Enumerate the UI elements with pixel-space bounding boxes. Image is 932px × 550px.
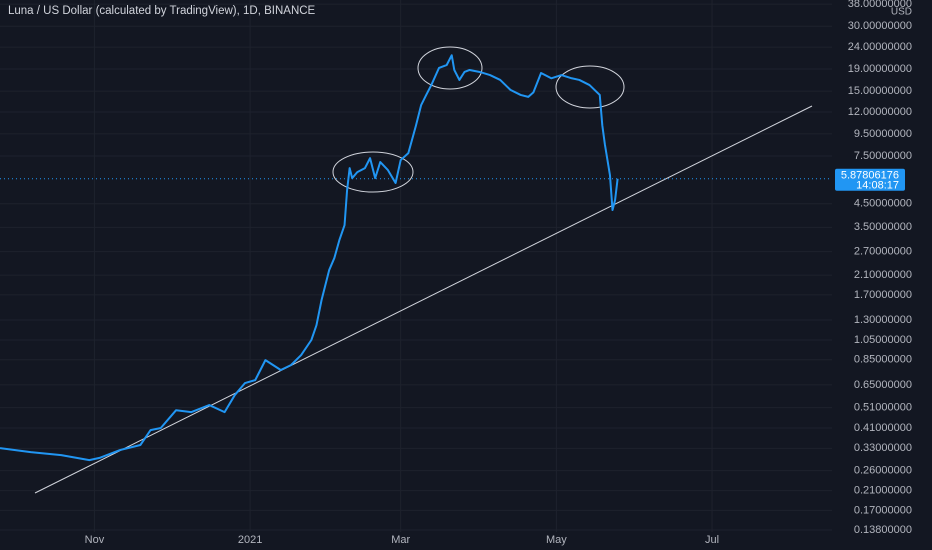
y-tick-label: 0.17000000: [854, 504, 912, 516]
y-tick-label: 0.85000000: [854, 354, 912, 366]
y-tick-label: 3.50000000: [854, 221, 912, 233]
y-tick-label: 0.33000000: [854, 442, 912, 454]
y-tick-label: 0.41000000: [854, 422, 912, 434]
y-tick-label: 2.10000000: [854, 269, 912, 281]
y-tick-label: 38.00000000: [848, 0, 912, 10]
y-tick-label: 0.21000000: [854, 485, 912, 497]
countdown-label: 14:08:17: [856, 180, 899, 192]
y-tick-label: 1.30000000: [854, 314, 912, 326]
x-tick-label: Mar: [391, 534, 410, 546]
y-tick-label: 12.00000000: [848, 106, 912, 118]
last-price-label: 5.87806176: [841, 170, 899, 182]
last-price-box: [835, 168, 905, 191]
x-tick-label: Jul: [705, 534, 719, 546]
y-unit: USD: [891, 7, 912, 18]
grid: [0, 0, 832, 532]
x-tick-label: 2021: [238, 534, 262, 546]
highlight-circle: [417, 46, 483, 90]
y-tick-label: 1.70000000: [854, 289, 912, 301]
y-tick-label: 30.00000000: [848, 20, 912, 32]
y-tick-label: 0.26000000: [854, 465, 912, 477]
y-tick-label: 1.05000000: [854, 334, 912, 346]
y-tick-label: 0.13800000: [854, 524, 912, 536]
highlight-circle: [555, 65, 625, 109]
y-tick-label: 2.70000000: [854, 246, 912, 258]
y-tick-label: 15.00000000: [848, 85, 912, 97]
chart-title: Luna / US Dollar (calculated by TradingV…: [8, 5, 316, 17]
highlight-circle: [332, 151, 414, 193]
y-tick-label: 7.50000000: [854, 150, 912, 162]
x-tick-label: Nov: [85, 534, 105, 546]
x-tick-label: May: [546, 534, 567, 546]
y-tick-label: 9.50000000: [854, 128, 912, 140]
price-line: [0, 54, 619, 462]
y-tick-label: 19.00000000: [848, 63, 912, 75]
y-tick-label: 0.51000000: [854, 402, 912, 414]
trend-line: [34, 105, 813, 494]
y-tick-label: 4.50000000: [854, 198, 912, 210]
y-tick-label: 24.00000000: [848, 41, 912, 53]
y-tick-label: 0.65000000: [854, 379, 912, 391]
marks: [0, 54, 832, 462]
